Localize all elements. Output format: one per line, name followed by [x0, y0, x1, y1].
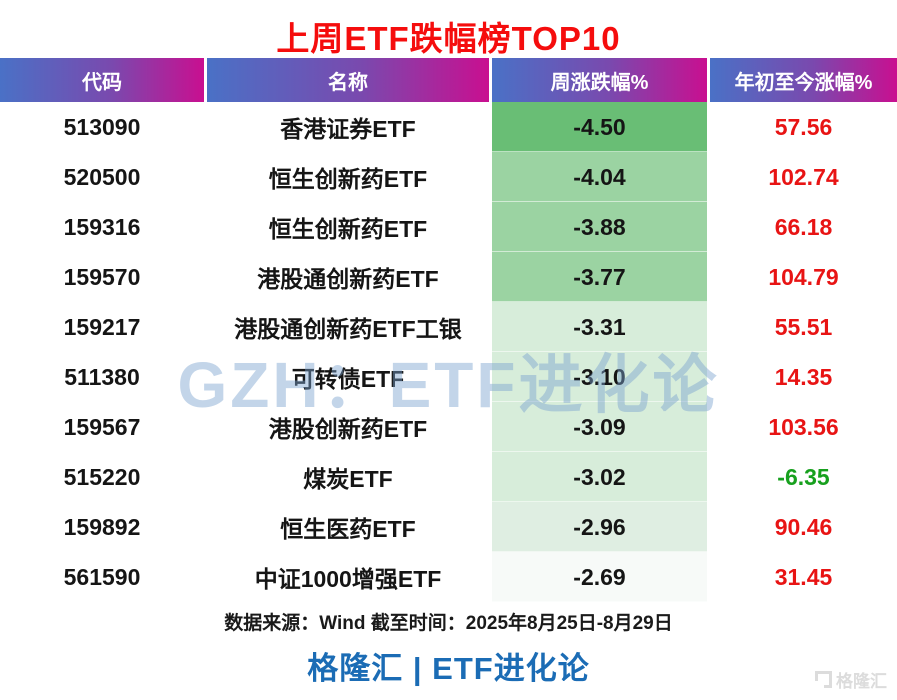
code-cell: 159217 — [63, 313, 141, 340]
code-cell: 561590 — [63, 563, 141, 590]
table-row: 159217 港股通创新药ETF工银 -3.31 55.51 — [0, 302, 897, 352]
column-header-name: 名称 — [207, 58, 489, 102]
table-body: 513090 香港证券ETF -4.50 57.56 520500 恒生创新药ETF -4.… — [0, 102, 897, 602]
gelonghui-logo-watermark: 格隆汇 — [815, 667, 887, 692]
ytd-change-cell: 66.18 — [774, 213, 833, 240]
week-change-cell: -3.88 — [492, 202, 707, 252]
week-change-cell: -3.77 — [492, 252, 707, 302]
table-row: 159892 恒生医药ETF -2.96 90.46 — [0, 502, 897, 552]
code-cell: 513090 — [63, 113, 141, 140]
week-change-cell: -2.69 — [492, 552, 707, 602]
name-cell: 港股通创新药ETF — [257, 266, 439, 292]
table-row: 561590 中证1000增强ETF -2.69 31.45 — [0, 552, 897, 602]
code-cell: 520500 — [63, 163, 141, 190]
week-change-cell: -3.02 — [492, 452, 707, 502]
code-cell: 159316 — [63, 213, 141, 240]
table-row: 515220 煤炭ETF -3.02 -6.35 — [0, 452, 897, 502]
name-cell: 中证1000增强ETF — [254, 566, 442, 592]
week-change-cell: -3.09 — [492, 402, 707, 452]
table-row: 159316 恒生创新药ETF -3.88 66.18 — [0, 202, 897, 252]
code-cell: 511380 — [64, 363, 140, 390]
etf-table: 代码 名称 周涨跌幅% 年初至今涨幅% 513090 香港证券ETF -4.50 57… — [0, 58, 897, 602]
table-row: 511380 可转债ETF -3.10 14.35 — [0, 352, 897, 402]
week-change-cell: -3.10 — [492, 352, 707, 402]
table-row: 520500 恒生创新药ETF -4.04 102.74 — [0, 152, 897, 202]
column-header-ytd-change: 年初至今涨幅% — [710, 58, 897, 102]
ytd-change-cell: 90.46 — [774, 513, 833, 540]
data-source-note: 数据来源：Wind 截至时间：2025年8月25日-8月29日 — [224, 613, 673, 634]
name-cell: 港股创新药ETF — [268, 416, 428, 442]
table-row: 159570 港股通创新药ETF -3.77 104.79 — [0, 252, 897, 302]
name-cell: 香港证券ETF — [280, 116, 416, 142]
code-cell: 515220 — [63, 463, 141, 490]
gelonghui-logo-text: 格隆汇 — [836, 672, 887, 691]
name-cell: 煤炭ETF — [303, 466, 393, 492]
brand-footer: 格隆汇 | ETF进化论 — [307, 651, 590, 686]
ytd-change-cell: 57.56 — [774, 113, 833, 140]
code-cell: 159570 — [63, 263, 141, 290]
code-cell: 159892 — [63, 513, 141, 540]
table-row: 159567 港股创新药ETF -3.09 103.56 — [0, 402, 897, 452]
ytd-change-cell: -6.35 — [777, 463, 830, 490]
week-change-cell: -3.31 — [492, 302, 707, 352]
name-cell: 港股通创新药ETF工银 — [234, 316, 462, 342]
name-cell: 恒生创新药ETF — [268, 166, 428, 192]
ytd-change-cell: 14.35 — [774, 363, 833, 390]
page-title: 上周ETF跌幅榜TOP10 — [276, 20, 621, 57]
ytd-change-cell: 103.56 — [768, 413, 839, 440]
name-cell: 可转债ETF — [291, 366, 405, 392]
ytd-change-cell: 104.79 — [768, 263, 839, 290]
week-change-cell: -4.04 — [492, 152, 707, 202]
week-change-cell: -2.96 — [492, 502, 707, 552]
ytd-change-cell: 55.51 — [774, 313, 833, 340]
name-cell: 恒生创新药ETF — [268, 216, 428, 242]
week-change-cell: -4.50 — [492, 102, 707, 152]
name-cell: 恒生医药ETF — [280, 516, 416, 542]
table-row: 513090 香港证券ETF -4.50 57.56 — [0, 102, 897, 152]
code-cell: 159567 — [63, 413, 141, 440]
ytd-change-cell: 31.45 — [774, 563, 833, 590]
column-header-week-change: 周涨跌幅% — [492, 58, 707, 102]
gelonghui-logo-icon — [815, 671, 832, 688]
table-header-row: 代码 名称 周涨跌幅% 年初至今涨幅% — [0, 58, 897, 102]
ytd-change-cell: 102.74 — [768, 163, 839, 190]
column-header-code: 代码 — [0, 58, 204, 102]
